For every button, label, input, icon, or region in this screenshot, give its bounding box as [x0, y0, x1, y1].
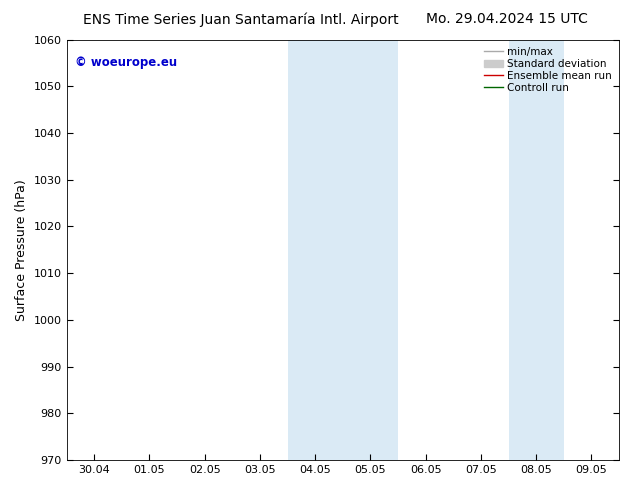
- Text: Mo. 29.04.2024 15 UTC: Mo. 29.04.2024 15 UTC: [426, 12, 588, 26]
- Text: ENS Time Series Juan Santamaría Intl. Airport: ENS Time Series Juan Santamaría Intl. Ai…: [83, 12, 399, 27]
- Bar: [343, 40, 398, 460]
- Bar: [508, 40, 564, 460]
- Text: © woeurope.eu: © woeurope.eu: [75, 56, 177, 70]
- Legend: min/max, Standard deviation, Ensemble mean run, Controll run: min/max, Standard deviation, Ensemble me…: [482, 45, 614, 95]
- Bar: [288, 40, 343, 460]
- Y-axis label: Surface Pressure (hPa): Surface Pressure (hPa): [15, 179, 28, 321]
